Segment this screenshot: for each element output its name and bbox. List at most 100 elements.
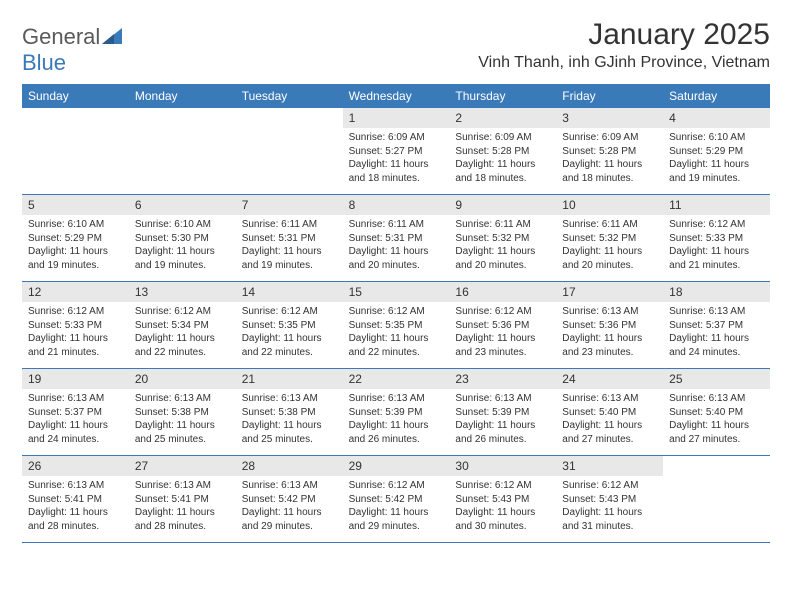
sunset-line: Sunset: 5:38 PM — [135, 406, 230, 420]
weekday-tue: Tuesday — [236, 84, 343, 108]
day-number: 26 — [22, 456, 129, 476]
day-number: 2 — [449, 108, 556, 128]
sunrise-line: Sunrise: 6:09 AM — [562, 131, 657, 145]
day-cell: 8Sunrise: 6:11 AMSunset: 5:31 PMDaylight… — [343, 195, 450, 281]
sunrise-line: Sunrise: 6:13 AM — [242, 392, 337, 406]
sunset-line: Sunset: 5:29 PM — [669, 145, 764, 159]
calendar: Sunday Monday Tuesday Wednesday Thursday… — [22, 84, 770, 543]
daylight-line: Daylight: 11 hours and 29 minutes. — [242, 506, 337, 533]
sunset-line: Sunset: 5:35 PM — [349, 319, 444, 333]
sunrise-line: Sunrise: 6:12 AM — [455, 479, 550, 493]
day-details: Sunrise: 6:13 AMSunset: 5:39 PMDaylight:… — [343, 389, 450, 452]
daylight-line: Daylight: 11 hours and 24 minutes. — [669, 332, 764, 359]
day-details: Sunrise: 6:11 AMSunset: 5:32 PMDaylight:… — [556, 215, 663, 278]
sunset-line: Sunset: 5:40 PM — [562, 406, 657, 420]
day-details — [236, 114, 343, 123]
sunrise-line: Sunrise: 6:13 AM — [455, 392, 550, 406]
daylight-line: Daylight: 11 hours and 29 minutes. — [349, 506, 444, 533]
daylight-line: Daylight: 11 hours and 18 minutes. — [562, 158, 657, 185]
sunrise-line: Sunrise: 6:13 AM — [28, 479, 123, 493]
daylight-line: Daylight: 11 hours and 22 minutes. — [349, 332, 444, 359]
sunset-line: Sunset: 5:37 PM — [28, 406, 123, 420]
day-details — [129, 114, 236, 123]
sunrise-line: Sunrise: 6:13 AM — [349, 392, 444, 406]
sunrise-line: Sunrise: 6:11 AM — [562, 218, 657, 232]
day-cell: 7Sunrise: 6:11 AMSunset: 5:31 PMDaylight… — [236, 195, 343, 281]
day-details: Sunrise: 6:13 AMSunset: 5:37 PMDaylight:… — [22, 389, 129, 452]
brand-triangle-icon — [102, 24, 122, 50]
day-details: Sunrise: 6:13 AMSunset: 5:38 PMDaylight:… — [129, 389, 236, 452]
sunrise-line: Sunrise: 6:12 AM — [349, 305, 444, 319]
sunset-line: Sunset: 5:30 PM — [135, 232, 230, 246]
daylight-line: Daylight: 11 hours and 30 minutes. — [455, 506, 550, 533]
sunset-line: Sunset: 5:39 PM — [455, 406, 550, 420]
day-cell: 1Sunrise: 6:09 AMSunset: 5:27 PMDaylight… — [343, 108, 450, 194]
week-row: 26Sunrise: 6:13 AMSunset: 5:41 PMDayligh… — [22, 456, 770, 543]
day-cell: 4Sunrise: 6:10 AMSunset: 5:29 PMDaylight… — [663, 108, 770, 194]
sunrise-line: Sunrise: 6:09 AM — [349, 131, 444, 145]
day-number: 19 — [22, 369, 129, 389]
day-details: Sunrise: 6:13 AMSunset: 5:36 PMDaylight:… — [556, 302, 663, 365]
day-cell: 27Sunrise: 6:13 AMSunset: 5:41 PMDayligh… — [129, 456, 236, 542]
sunrise-line: Sunrise: 6:10 AM — [28, 218, 123, 232]
daylight-line: Daylight: 11 hours and 22 minutes. — [135, 332, 230, 359]
day-cell: 22Sunrise: 6:13 AMSunset: 5:39 PMDayligh… — [343, 369, 450, 455]
sunrise-line: Sunrise: 6:13 AM — [135, 392, 230, 406]
brand-part2: Blue — [22, 50, 66, 75]
daylight-line: Daylight: 11 hours and 28 minutes. — [135, 506, 230, 533]
sunset-line: Sunset: 5:41 PM — [28, 493, 123, 507]
day-details: Sunrise: 6:11 AMSunset: 5:31 PMDaylight:… — [236, 215, 343, 278]
sunrise-line: Sunrise: 6:13 AM — [669, 392, 764, 406]
sunset-line: Sunset: 5:41 PM — [135, 493, 230, 507]
day-cell: 11Sunrise: 6:12 AMSunset: 5:33 PMDayligh… — [663, 195, 770, 281]
sunrise-line: Sunrise: 6:11 AM — [242, 218, 337, 232]
sunrise-line: Sunrise: 6:12 AM — [135, 305, 230, 319]
day-details: Sunrise: 6:11 AMSunset: 5:32 PMDaylight:… — [449, 215, 556, 278]
day-details: Sunrise: 6:10 AMSunset: 5:29 PMDaylight:… — [22, 215, 129, 278]
sunrise-line: Sunrise: 6:12 AM — [242, 305, 337, 319]
day-cell: 26Sunrise: 6:13 AMSunset: 5:41 PMDayligh… — [22, 456, 129, 542]
sunset-line: Sunset: 5:38 PM — [242, 406, 337, 420]
day-cell: 16Sunrise: 6:12 AMSunset: 5:36 PMDayligh… — [449, 282, 556, 368]
brand-text: GeneralBlue — [22, 24, 122, 76]
day-cell: 25Sunrise: 6:13 AMSunset: 5:40 PMDayligh… — [663, 369, 770, 455]
day-details: Sunrise: 6:13 AMSunset: 5:40 PMDaylight:… — [663, 389, 770, 452]
daylight-line: Daylight: 11 hours and 25 minutes. — [242, 419, 337, 446]
week-row: 5Sunrise: 6:10 AMSunset: 5:29 PMDaylight… — [22, 195, 770, 282]
day-cell: 21Sunrise: 6:13 AMSunset: 5:38 PMDayligh… — [236, 369, 343, 455]
daylight-line: Daylight: 11 hours and 19 minutes. — [242, 245, 337, 272]
day-number: 25 — [663, 369, 770, 389]
day-number: 4 — [663, 108, 770, 128]
daylight-line: Daylight: 11 hours and 19 minutes. — [135, 245, 230, 272]
day-details: Sunrise: 6:13 AMSunset: 5:40 PMDaylight:… — [556, 389, 663, 452]
daylight-line: Daylight: 11 hours and 20 minutes. — [349, 245, 444, 272]
day-number: 23 — [449, 369, 556, 389]
daylight-line: Daylight: 11 hours and 27 minutes. — [669, 419, 764, 446]
day-number: 8 — [343, 195, 450, 215]
day-details: Sunrise: 6:09 AMSunset: 5:27 PMDaylight:… — [343, 128, 450, 191]
day-number: 15 — [343, 282, 450, 302]
day-cell: 2Sunrise: 6:09 AMSunset: 5:28 PMDaylight… — [449, 108, 556, 194]
sunset-line: Sunset: 5:36 PM — [562, 319, 657, 333]
day-cell: 31Sunrise: 6:12 AMSunset: 5:43 PMDayligh… — [556, 456, 663, 542]
day-number: 24 — [556, 369, 663, 389]
sunrise-line: Sunrise: 6:11 AM — [455, 218, 550, 232]
sunset-line: Sunset: 5:43 PM — [562, 493, 657, 507]
day-cell: 28Sunrise: 6:13 AMSunset: 5:42 PMDayligh… — [236, 456, 343, 542]
day-cell: 20Sunrise: 6:13 AMSunset: 5:38 PMDayligh… — [129, 369, 236, 455]
day-number: 28 — [236, 456, 343, 476]
day-number: 14 — [236, 282, 343, 302]
day-details: Sunrise: 6:09 AMSunset: 5:28 PMDaylight:… — [449, 128, 556, 191]
day-details: Sunrise: 6:13 AMSunset: 5:39 PMDaylight:… — [449, 389, 556, 452]
day-cell: 18Sunrise: 6:13 AMSunset: 5:37 PMDayligh… — [663, 282, 770, 368]
sunset-line: Sunset: 5:40 PM — [669, 406, 764, 420]
day-number: 12 — [22, 282, 129, 302]
daylight-line: Daylight: 11 hours and 27 minutes. — [562, 419, 657, 446]
day-cell: 12Sunrise: 6:12 AMSunset: 5:33 PMDayligh… — [22, 282, 129, 368]
day-cell — [663, 456, 770, 542]
sunset-line: Sunset: 5:28 PM — [455, 145, 550, 159]
daylight-line: Daylight: 11 hours and 18 minutes. — [455, 158, 550, 185]
sunset-line: Sunset: 5:29 PM — [28, 232, 123, 246]
month-title: January 2025 — [478, 18, 770, 52]
day-number: 9 — [449, 195, 556, 215]
